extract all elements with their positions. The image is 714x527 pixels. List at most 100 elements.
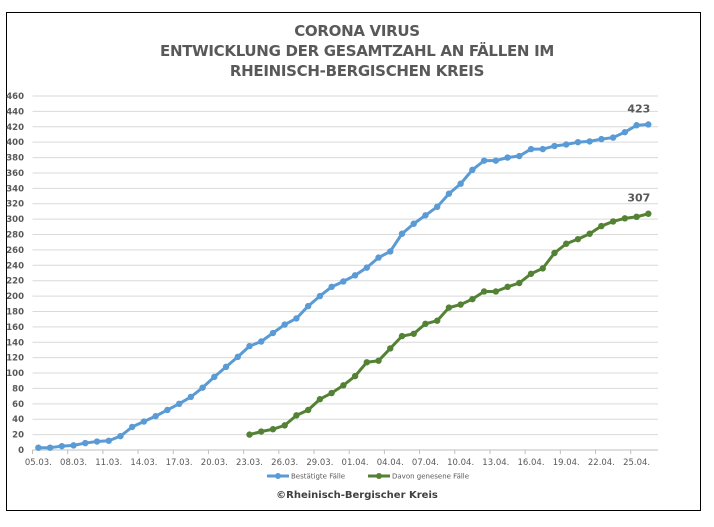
- data-point: [504, 283, 511, 291]
- y-tick-label: 100: [6, 369, 24, 379]
- data-point: [387, 248, 394, 255]
- data-point: [633, 122, 640, 129]
- data-point: [574, 235, 582, 243]
- y-tick-label: 380: [6, 154, 24, 164]
- y-tick-label: 360: [6, 169, 24, 179]
- data-point: [316, 292, 324, 300]
- x-tick-label: 11.03.: [95, 458, 122, 468]
- data-point: [187, 393, 195, 401]
- y-tick-label: 160: [6, 323, 24, 333]
- data-point: [433, 317, 441, 324]
- data-point: [58, 442, 66, 450]
- data-point: [457, 180, 464, 187]
- data-point: [269, 426, 277, 433]
- data-point: [375, 254, 382, 261]
- x-tick-label: 29.03.: [306, 458, 333, 468]
- data-point: [175, 400, 183, 408]
- data-point: [222, 363, 230, 371]
- x-tick-label: 13.04.: [482, 458, 509, 468]
- data-point: [586, 230, 593, 237]
- data-point: [316, 396, 324, 403]
- data-point: [375, 357, 382, 364]
- y-tick-label: 340: [6, 184, 24, 194]
- series-layer: [35, 121, 652, 451]
- data-point: [351, 372, 359, 380]
- y-tick-label: 460: [6, 92, 24, 102]
- data-point: [246, 342, 253, 350]
- data-point: [351, 272, 359, 279]
- y-tick-label: 280: [6, 231, 24, 241]
- data-point: [445, 304, 453, 311]
- data-point: [539, 145, 546, 153]
- x-axis: 05.03. 08.03. 11.03. 14.03. 17.03. 20.03. 23.0…: [25, 449, 658, 468]
- data-point: [609, 218, 617, 225]
- data-point: [457, 301, 464, 308]
- y-tick-label: 120: [6, 354, 24, 364]
- data-point: [469, 295, 476, 303]
- legend-swatch-marker: [275, 473, 281, 479]
- data-point: [328, 389, 335, 397]
- data-point: [363, 264, 371, 271]
- y-tick-label: 200: [6, 292, 24, 302]
- x-tick-label: 22.04.: [588, 458, 615, 468]
- data-point: [117, 432, 124, 440]
- x-tick-label: 07.04.: [412, 458, 439, 468]
- data-point: [598, 222, 605, 230]
- data-point: [504, 154, 511, 161]
- y-tick-label: 0: [18, 446, 24, 456]
- y-tick-label: 260: [6, 246, 24, 256]
- copyright-footer: ©Rheinisch-Bergischer Kreis: [276, 490, 438, 501]
- data-point: [211, 373, 218, 381]
- x-tick-label: 19.04.: [553, 458, 580, 468]
- data-point: [328, 283, 335, 291]
- y-tick-label: 180: [6, 307, 24, 317]
- data-point: [258, 428, 265, 435]
- data-point: [340, 382, 347, 389]
- data-point: [363, 359, 371, 366]
- x-tick-label: 14.03.: [130, 458, 157, 468]
- data-point: [35, 444, 42, 451]
- data-point: [492, 157, 500, 164]
- y-tick-label: 60: [12, 400, 24, 410]
- chart-title-line-2: ENTWICKLUNG DER GESAMTZAHL AN FÄLLEN IM: [160, 42, 554, 60]
- data-point: [422, 212, 429, 219]
- x-tick-label: 08.03.: [60, 458, 87, 468]
- data-labels: 423 307: [627, 102, 650, 204]
- data-point: [445, 190, 453, 197]
- data-point: [387, 345, 394, 352]
- data-point: [609, 134, 617, 141]
- data-point: [129, 423, 136, 431]
- data-point: [304, 302, 312, 310]
- data-point: [340, 278, 347, 285]
- y-tick-label: 440: [6, 107, 24, 117]
- x-tick-label: 16.04.: [518, 458, 545, 468]
- y-tick-label: 420: [6, 123, 24, 133]
- x-tick-label: 10.04.: [447, 458, 474, 468]
- end-value-label: 307: [627, 192, 650, 205]
- data-point: [140, 418, 148, 425]
- data-point: [410, 220, 417, 227]
- data-point: [527, 270, 535, 277]
- data-point: [645, 121, 652, 128]
- data-point: [422, 320, 429, 327]
- x-tick-label: 04.04.: [377, 458, 404, 468]
- data-point: [304, 406, 312, 414]
- x-tick-label: 25.04.: [623, 458, 650, 468]
- data-point: [398, 230, 406, 237]
- y-tick-label: 140: [6, 338, 24, 348]
- series-bestaetigte-faelle: [35, 121, 652, 451]
- data-point: [293, 412, 300, 419]
- data-point: [598, 135, 605, 143]
- end-value-label: 423: [627, 102, 650, 115]
- data-point: [281, 422, 288, 429]
- data-point: [398, 332, 406, 340]
- data-point: [164, 406, 171, 414]
- data-point: [433, 203, 441, 211]
- chart-title-line-3: RHEINISCH-BERGISCHEN KREIS: [229, 62, 485, 80]
- data-point: [527, 145, 535, 153]
- data-point: [516, 279, 523, 287]
- y-tick-label: 220: [6, 277, 24, 287]
- y-tick-label: 300: [6, 215, 24, 225]
- data-point: [551, 249, 558, 257]
- data-point: [246, 431, 253, 438]
